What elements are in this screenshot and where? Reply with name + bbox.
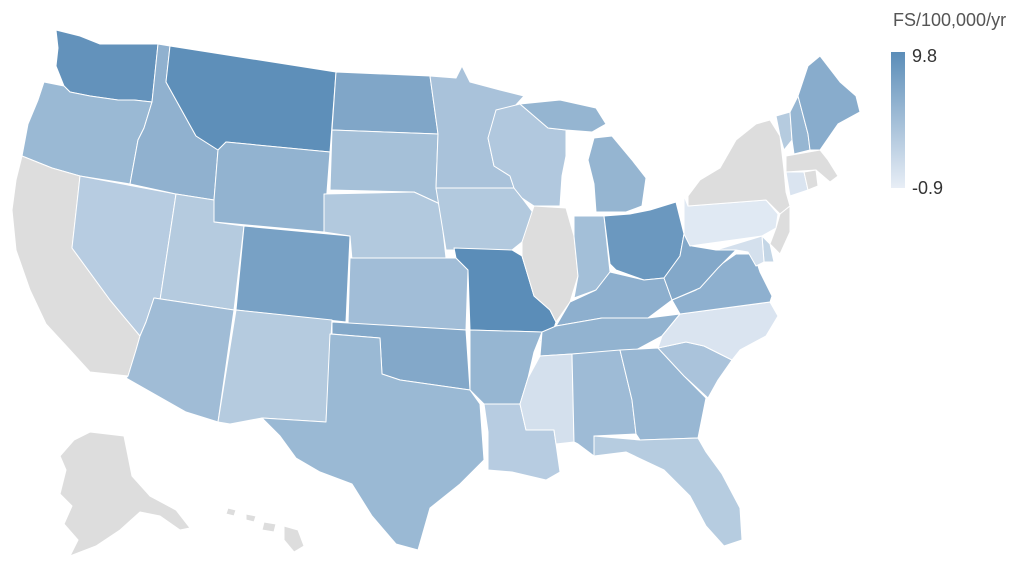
state-NC[interactable] <box>657 301 779 361</box>
state-NM[interactable] <box>217 309 333 425</box>
state-MD[interactable] <box>715 235 765 267</box>
state-ND[interactable] <box>331 71 439 135</box>
state-RI[interactable] <box>803 169 819 191</box>
legend-color-bar <box>891 52 905 188</box>
state-ME[interactable] <box>797 55 861 151</box>
legend-title: FS/100,000/yr <box>893 10 1007 30</box>
state-FL[interactable] <box>593 435 743 547</box>
state-NY[interactable] <box>687 119 791 215</box>
state-WY[interactable] <box>213 141 331 233</box>
state-IL[interactable] <box>521 205 579 323</box>
state-VT[interactable] <box>775 111 793 151</box>
state-NJ[interactable] <box>769 205 791 255</box>
state-WA[interactable] <box>55 29 159 103</box>
state-HI[interactable] <box>225 507 305 553</box>
legend-min-label: -0.9 <box>912 178 944 198</box>
state-MI[interactable] <box>519 99 647 213</box>
state-AZ[interactable] <box>125 297 235 423</box>
state-KS[interactable] <box>347 257 469 331</box>
legend-max-label: 9.8 <box>912 46 938 66</box>
state-CO[interactable] <box>235 225 351 323</box>
state-AK[interactable] <box>59 431 191 557</box>
state-IA[interactable] <box>435 187 535 251</box>
state-TX[interactable] <box>261 333 485 551</box>
